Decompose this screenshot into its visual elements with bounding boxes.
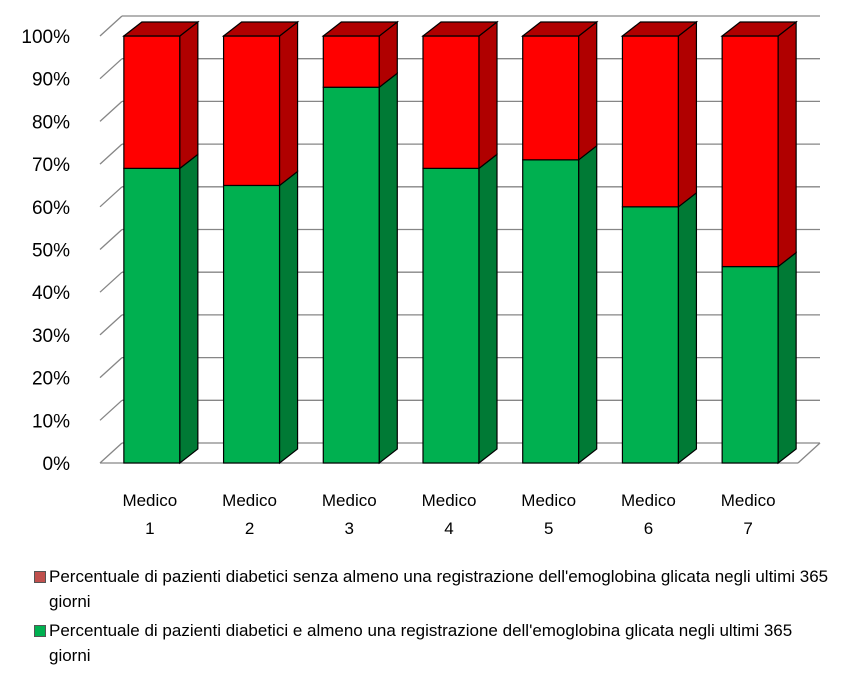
bar-segment-front <box>222 35 281 187</box>
bar-segment-top <box>720 21 798 37</box>
bar-segment-side <box>478 20 498 170</box>
x-category-label: 4 <box>444 519 453 538</box>
bar-segment-top <box>122 21 200 37</box>
legend-swatch-green <box>34 625 46 637</box>
bar-segment-front <box>422 35 480 169</box>
legend-item-red: Percentuale di pazienti diabetici senza … <box>32 564 832 614</box>
bar-segment-side <box>677 20 698 209</box>
bar-segment-front <box>621 35 680 208</box>
legend-swatch-red <box>34 571 46 583</box>
x-category-label: 6 <box>644 519 653 538</box>
gridline-diagonal <box>99 229 123 250</box>
bar-segment-front <box>322 35 380 88</box>
bar-segment-side <box>677 191 698 465</box>
y-tick-label: 40% <box>32 283 70 304</box>
bar-segment-side <box>578 144 598 465</box>
y-tick-label: 60% <box>32 198 70 219</box>
gridline-diagonal <box>99 442 123 464</box>
bar-segment-side <box>777 20 797 268</box>
bar-segment-top <box>321 21 400 37</box>
bar-segment-side <box>179 20 199 170</box>
bar-segment-top <box>620 21 699 37</box>
x-category-label: Medico <box>222 491 277 510</box>
bar-segment-side <box>378 72 398 465</box>
bar-segment-front <box>621 206 680 464</box>
bar-segment-front <box>123 35 181 169</box>
x-category-label: 2 <box>245 519 254 538</box>
gridline-diagonal <box>99 399 123 421</box>
x-category-label: Medico <box>322 491 377 510</box>
y-tick-label: 10% <box>32 411 70 432</box>
bar-segment-front <box>222 184 281 464</box>
x-category-label: 3 <box>345 519 354 538</box>
y-tick-label: 20% <box>32 369 70 390</box>
bar-segment-front <box>322 86 380 464</box>
legend-label-green: Percentuale di pazienti diabetici e alme… <box>49 621 793 665</box>
bars <box>122 20 798 465</box>
y-tick-label: 0% <box>43 454 71 475</box>
gridline-diagonal <box>99 100 123 122</box>
bar-segment-top <box>421 21 499 37</box>
gridline-diagonal <box>99 15 123 37</box>
x-axis-category-labels: Medico 1 Medico 2 Medico 3 Medico 4 Medico 5 Medic… <box>122 491 775 538</box>
bar-segment-front <box>422 167 480 464</box>
y-tick-label: 100% <box>21 27 70 48</box>
y-tick-label: 30% <box>32 326 70 347</box>
stacked-bar-chart: 0% 10% 20% 30% 40% 50% 60% 70% 80% 90% 100% Medico… <box>21 15 821 538</box>
bar-segment-front <box>721 265 779 464</box>
y-axis-tick-labels: 0% 10% 20% 30% 40% 50% 60% 70% 80% 90% 100% <box>21 27 70 475</box>
legend-label-red: Percentuale di pazienti diabetici senza … <box>49 567 829 611</box>
bar-segment-front <box>522 35 580 161</box>
y-tick-label: 90% <box>32 70 70 91</box>
x-category-label: Medico <box>521 491 576 510</box>
y-tick-label: 80% <box>32 112 70 133</box>
gridline-diagonal <box>99 314 123 336</box>
bar-segment-front <box>123 167 181 464</box>
x-category-label: Medico <box>122 491 177 510</box>
y-tick-label: 50% <box>32 241 70 262</box>
x-category-label: Medico <box>422 491 477 510</box>
x-category-label: Medico <box>621 491 676 510</box>
gridline-diagonal <box>99 58 123 80</box>
bar-segment-side <box>278 20 299 187</box>
gridline-diagonal <box>99 143 123 165</box>
bar-segment-side <box>278 170 299 465</box>
x-category-label: Medico <box>721 491 776 510</box>
bar-segment-front <box>721 35 779 268</box>
bar-segment-front <box>522 159 580 464</box>
gridline-diagonal <box>99 271 123 293</box>
floor-right-edge <box>797 442 821 464</box>
x-category-label: 1 <box>145 519 154 538</box>
legend-item-green: Percentuale di pazienti diabetici e alme… <box>32 618 832 668</box>
bar-segment-side <box>777 251 797 465</box>
bar-segment-side <box>179 153 199 465</box>
y-tick-label: 70% <box>32 155 70 176</box>
x-category-label: 7 <box>743 519 752 538</box>
bar-segment-side <box>478 153 498 465</box>
bar-segment-side <box>578 20 598 162</box>
bar-segment-top <box>520 21 599 37</box>
gridline-diagonal <box>99 357 123 379</box>
x-category-label: 5 <box>544 519 553 538</box>
bar-segment-top <box>221 21 300 37</box>
legend: Percentuale di pazienti diabetici senza … <box>32 564 832 668</box>
gridline-diagonal <box>99 186 123 208</box>
